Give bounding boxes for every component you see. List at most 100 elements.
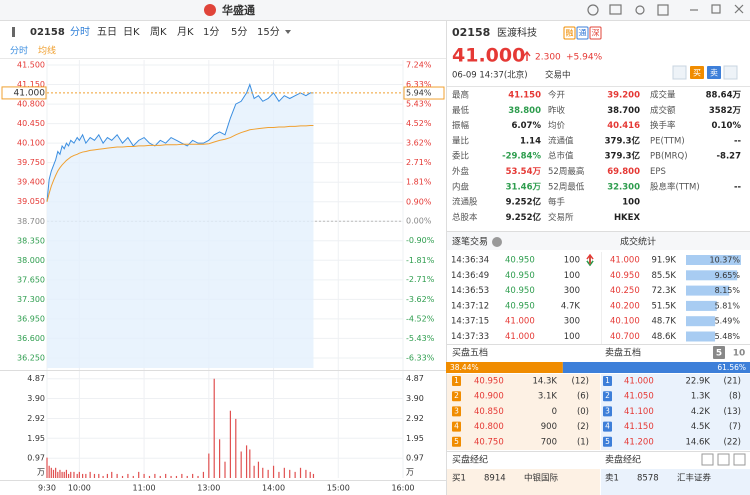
volume-bar: [175, 475, 178, 478]
stat-value: -8.27: [717, 152, 742, 162]
volume-bar: [235, 418, 237, 478]
y-tick-label: 37.650: [17, 275, 45, 284]
broker-tool[interactable]: [701, 453, 714, 466]
panel-toggle[interactable]: [12, 27, 15, 37]
level-number: 4: [454, 422, 459, 431]
volume-bar: [89, 471, 91, 478]
y2-tick-label: 7.24%: [406, 60, 432, 69]
level-box: [452, 376, 461, 386]
broker-tool[interactable]: [733, 453, 746, 466]
volume-bar: [159, 475, 161, 478]
toolbar-tab[interactable]: 日K: [123, 27, 140, 38]
trade-stats-title: 成交统计: [620, 236, 656, 248]
dropdown-arrow[interactable]: [285, 30, 291, 34]
series-line: [46, 83, 314, 202]
volume-bar: [289, 469, 291, 478]
stat-value: 32.300: [607, 182, 640, 192]
y2-tick-label: 3.62%: [406, 139, 432, 148]
depth-option[interactable]: 5: [716, 349, 722, 359]
y-tick-label: 40.800: [17, 100, 45, 109]
book-volume: 3.1K: [538, 392, 558, 402]
book-orders: (0): [577, 407, 589, 417]
trade-button[interactable]: [707, 66, 721, 79]
add-button[interactable]: [723, 65, 738, 80]
level-number: 3: [454, 406, 459, 415]
volume-bar: [170, 475, 172, 478]
book-price: 40.900: [474, 392, 504, 402]
y2-tick-label: -6.33%: [406, 353, 435, 362]
book-price: 40.800: [474, 422, 504, 432]
toolbar-tab[interactable]: 15分: [257, 26, 280, 38]
stat-label: 流通股: [452, 197, 478, 208]
volume-bar: [46, 457, 48, 478]
y-tick-label: 38.350: [17, 236, 45, 245]
volume-bar: [249, 449, 251, 478]
volume-bar: [305, 469, 307, 478]
stat-value: 38.700: [607, 106, 640, 116]
y2-tick-label: -5.43%: [406, 334, 435, 343]
volume-tick-label: 1.95: [406, 434, 424, 443]
volume-tick-label: 3.90: [406, 394, 424, 403]
volume-bar: [76, 473, 78, 478]
ask-area: [601, 374, 750, 450]
y2-tick-label: -1.81%: [406, 256, 435, 265]
y-tick-label: 37.300: [17, 295, 45, 304]
toolbar-tab[interactable]: 分时: [70, 26, 90, 38]
level-number: 2: [605, 391, 610, 400]
toolbar-tab[interactable]: 月K: [177, 26, 194, 38]
volume-tick-label: 1.95: [27, 434, 45, 443]
stat-bar: [686, 316, 716, 327]
toolbar-tab[interactable]: 周K: [150, 26, 167, 38]
trade-price: 40.950: [505, 301, 535, 311]
y2-tick-label: 4.52%: [406, 119, 432, 128]
trade-button[interactable]: [690, 66, 704, 79]
depth-option[interactable]: 10: [733, 349, 746, 359]
y-tick-label: 39.400: [17, 178, 45, 187]
logo: [204, 4, 216, 16]
toolbar-tab[interactable]: 1分: [203, 26, 219, 38]
stat-value: 100: [622, 198, 640, 208]
trade-time: 14:37:12: [451, 301, 489, 311]
volume-unit: 万: [406, 468, 414, 477]
x-tick-label: 10:00: [68, 484, 91, 493]
volume-bar: [224, 461, 226, 478]
stat-pct: 5.48%: [715, 332, 741, 341]
level-number: 1: [605, 376, 610, 385]
stock-price: 41.000: [452, 45, 525, 67]
legend-entry: 均线: [38, 45, 56, 57]
stat-value: 88.64万: [706, 91, 742, 101]
window-controls[interactable]: [587, 4, 744, 16]
volume-bar: [85, 473, 87, 478]
alert-button[interactable]: [672, 65, 687, 80]
broker-id: 8578: [637, 474, 659, 484]
volume-bar: [213, 378, 215, 478]
book-orders: (12): [572, 377, 589, 387]
volume-bar: [154, 473, 156, 478]
stat-value: 40.416: [607, 121, 640, 131]
ask-area: [601, 469, 750, 495]
toolbar-tab[interactable]: 五日: [97, 27, 117, 38]
series-line: [46, 125, 314, 202]
volume-bar: [78, 471, 80, 478]
volume-bar: [192, 473, 194, 478]
stat-label: 量比: [452, 135, 469, 146]
help-icon[interactable]: [492, 237, 502, 247]
volume-bar: [102, 475, 104, 478]
broker-tool[interactable]: [717, 453, 730, 466]
stat-label: 内盘: [452, 181, 470, 192]
trade-price: 41.000: [505, 332, 535, 342]
level-number: 1: [454, 376, 459, 385]
stat-label: 交易所: [548, 212, 574, 223]
level-number: 3: [605, 406, 610, 415]
x-tick-label: 13:00: [197, 484, 220, 493]
volume-unit: 万: [37, 468, 45, 477]
stock-name: 医渡科技: [497, 26, 537, 39]
book-volume: 4.5K: [691, 422, 711, 432]
stat-value: 39.200: [607, 91, 640, 101]
volume-bar: [257, 461, 260, 478]
bid-area: [447, 469, 600, 495]
book-orders: (7): [729, 422, 741, 432]
stat-value: 6.07%: [512, 121, 542, 131]
toolbar-tab[interactable]: 5分: [231, 26, 247, 38]
stat-bar: [686, 255, 741, 265]
